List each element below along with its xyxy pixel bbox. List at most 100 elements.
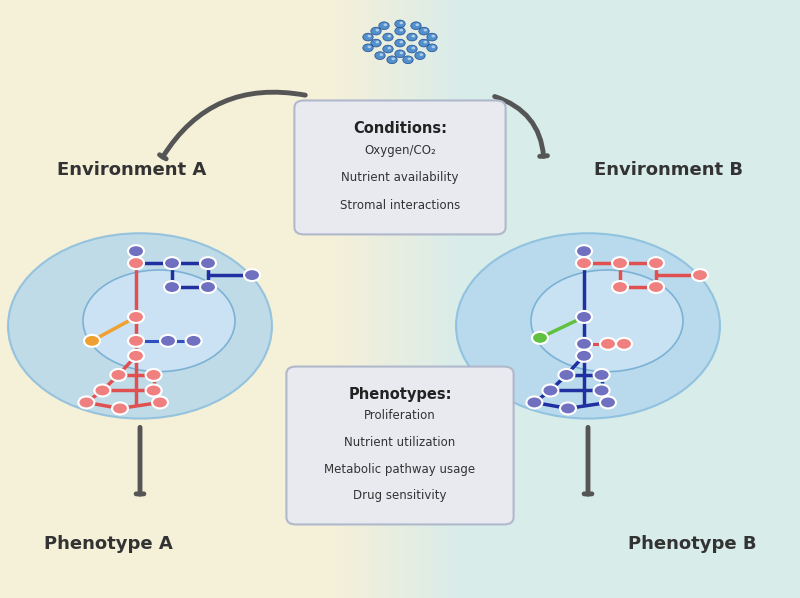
Circle shape — [399, 41, 403, 44]
Circle shape — [415, 23, 419, 26]
Circle shape — [576, 338, 592, 350]
Circle shape — [560, 402, 576, 414]
Circle shape — [367, 35, 371, 38]
Circle shape — [600, 338, 616, 350]
Circle shape — [112, 402, 128, 414]
Circle shape — [648, 257, 664, 269]
Circle shape — [648, 281, 664, 293]
Circle shape — [576, 350, 592, 362]
Circle shape — [399, 51, 403, 54]
Ellipse shape — [8, 233, 272, 419]
Circle shape — [431, 45, 435, 48]
Text: Conditions:: Conditions: — [353, 121, 447, 136]
Text: Nutrient utilization: Nutrient utilization — [344, 436, 456, 449]
Circle shape — [186, 335, 202, 347]
Text: Phenotype A: Phenotype A — [44, 535, 172, 553]
Circle shape — [128, 350, 144, 362]
Circle shape — [411, 22, 421, 29]
Circle shape — [394, 20, 405, 28]
Circle shape — [375, 29, 379, 32]
Circle shape — [374, 52, 386, 59]
Circle shape — [399, 22, 403, 25]
Text: Environment A: Environment A — [58, 161, 206, 179]
Circle shape — [612, 281, 628, 293]
Circle shape — [399, 29, 403, 32]
Circle shape — [692, 269, 708, 281]
Circle shape — [558, 369, 574, 381]
Circle shape — [379, 22, 389, 29]
Circle shape — [128, 245, 144, 257]
Circle shape — [576, 311, 592, 323]
Circle shape — [160, 335, 176, 347]
Circle shape — [411, 47, 415, 50]
Circle shape — [110, 369, 126, 381]
Circle shape — [128, 311, 144, 323]
FancyBboxPatch shape — [294, 100, 506, 234]
Circle shape — [576, 245, 592, 257]
Circle shape — [419, 53, 423, 56]
Circle shape — [375, 41, 379, 44]
Text: Oxygen/CO₂: Oxygen/CO₂ — [364, 144, 436, 157]
Text: Stromal interactions: Stromal interactions — [340, 199, 460, 212]
Circle shape — [600, 396, 616, 408]
Circle shape — [362, 33, 373, 41]
Text: Environment B: Environment B — [594, 161, 742, 179]
Circle shape — [423, 29, 427, 32]
Circle shape — [387, 47, 391, 50]
Circle shape — [406, 45, 418, 53]
Circle shape — [427, 44, 437, 52]
Circle shape — [383, 23, 387, 26]
Circle shape — [128, 257, 144, 269]
Circle shape — [146, 369, 162, 381]
Circle shape — [406, 33, 418, 41]
Circle shape — [152, 396, 168, 408]
Circle shape — [576, 257, 592, 269]
Text: Phenotype B: Phenotype B — [628, 535, 756, 553]
Circle shape — [612, 257, 628, 269]
Circle shape — [411, 35, 415, 38]
Circle shape — [94, 385, 110, 396]
Circle shape — [423, 41, 427, 44]
Circle shape — [594, 369, 610, 381]
Circle shape — [419, 28, 429, 35]
Circle shape — [244, 269, 260, 281]
Circle shape — [407, 57, 411, 60]
Ellipse shape — [456, 233, 720, 419]
Text: Phenotypes:: Phenotypes: — [348, 387, 452, 402]
FancyBboxPatch shape — [286, 367, 514, 524]
Circle shape — [84, 335, 100, 347]
Circle shape — [532, 332, 548, 344]
Circle shape — [542, 385, 558, 396]
Text: Drug sensitivity: Drug sensitivity — [354, 489, 446, 502]
Circle shape — [427, 33, 437, 41]
Circle shape — [431, 35, 435, 38]
Circle shape — [387, 35, 391, 38]
Circle shape — [526, 396, 542, 408]
Text: Nutrient availability: Nutrient availability — [342, 171, 458, 184]
Circle shape — [164, 281, 180, 293]
Circle shape — [128, 335, 144, 347]
Circle shape — [164, 257, 180, 269]
Circle shape — [370, 39, 381, 47]
Circle shape — [367, 45, 371, 48]
Circle shape — [362, 44, 373, 52]
Circle shape — [415, 52, 426, 59]
Circle shape — [200, 257, 216, 269]
Circle shape — [370, 28, 381, 35]
Circle shape — [616, 338, 632, 350]
Circle shape — [379, 53, 383, 56]
Circle shape — [419, 39, 429, 47]
Circle shape — [394, 28, 405, 35]
Ellipse shape — [531, 270, 683, 371]
Circle shape — [594, 385, 610, 396]
Circle shape — [382, 45, 394, 53]
Circle shape — [146, 385, 162, 396]
Circle shape — [200, 281, 216, 293]
Circle shape — [386, 56, 397, 63]
Circle shape — [394, 50, 405, 57]
Circle shape — [403, 56, 413, 63]
Circle shape — [382, 33, 394, 41]
Text: Metabolic pathway usage: Metabolic pathway usage — [325, 463, 475, 475]
Circle shape — [394, 39, 405, 47]
Text: Proliferation: Proliferation — [364, 409, 436, 422]
